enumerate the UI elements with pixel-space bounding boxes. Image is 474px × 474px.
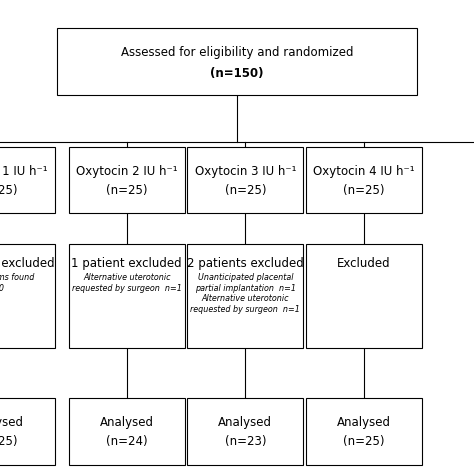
Text: (n=24): (n=24) (106, 435, 147, 448)
FancyBboxPatch shape (187, 147, 303, 213)
Text: 1 patient excluded: 1 patient excluded (72, 257, 182, 270)
Text: 0 patients excluded: 0 patients excluded (0, 257, 55, 270)
Text: (n=25): (n=25) (343, 184, 384, 197)
Text: Oxytocin 2 IU h⁻¹: Oxytocin 2 IU h⁻¹ (76, 165, 178, 178)
Text: Assessed for eligibility and randomized: Assessed for eligibility and randomized (121, 46, 353, 59)
Text: No problems found
n=0: No problems found n=0 (0, 273, 35, 293)
Text: (n=25): (n=25) (106, 184, 147, 197)
Text: (n=25): (n=25) (0, 184, 17, 197)
Text: Analysed: Analysed (337, 416, 391, 429)
FancyBboxPatch shape (306, 244, 422, 348)
FancyBboxPatch shape (0, 147, 55, 213)
Text: (n=25): (n=25) (343, 435, 384, 448)
Text: Excluded: Excluded (337, 257, 391, 270)
FancyBboxPatch shape (0, 244, 55, 348)
Text: (n=25): (n=25) (0, 435, 17, 448)
Text: Oxytocin 1 IU h⁻¹: Oxytocin 1 IU h⁻¹ (0, 165, 47, 178)
FancyBboxPatch shape (69, 244, 185, 348)
FancyBboxPatch shape (187, 398, 303, 465)
Text: Unanticipated placental
partial implantation  n=1
Alternative uterotonic
request: Unanticipated placental partial implanta… (191, 273, 300, 314)
Text: Oxytocin 3 IU h⁻¹: Oxytocin 3 IU h⁻¹ (194, 165, 296, 178)
Text: Analysed: Analysed (0, 416, 23, 429)
Text: (n=25): (n=25) (225, 184, 266, 197)
FancyBboxPatch shape (306, 147, 422, 213)
Text: Analysed: Analysed (100, 416, 154, 429)
FancyBboxPatch shape (57, 28, 417, 95)
FancyBboxPatch shape (69, 147, 185, 213)
Text: Oxytocin 4 IU h⁻¹: Oxytocin 4 IU h⁻¹ (313, 165, 415, 178)
FancyBboxPatch shape (187, 244, 303, 348)
Text: Alternative uterotonic
requested by surgeon  n=1: Alternative uterotonic requested by surg… (72, 273, 182, 293)
FancyBboxPatch shape (69, 398, 185, 465)
Text: (n=23): (n=23) (225, 435, 266, 448)
FancyBboxPatch shape (0, 398, 55, 465)
Text: 2 patients excluded: 2 patients excluded (187, 257, 304, 270)
Text: (n=150): (n=150) (210, 67, 264, 80)
Text: Analysed: Analysed (219, 416, 272, 429)
FancyBboxPatch shape (306, 398, 422, 465)
